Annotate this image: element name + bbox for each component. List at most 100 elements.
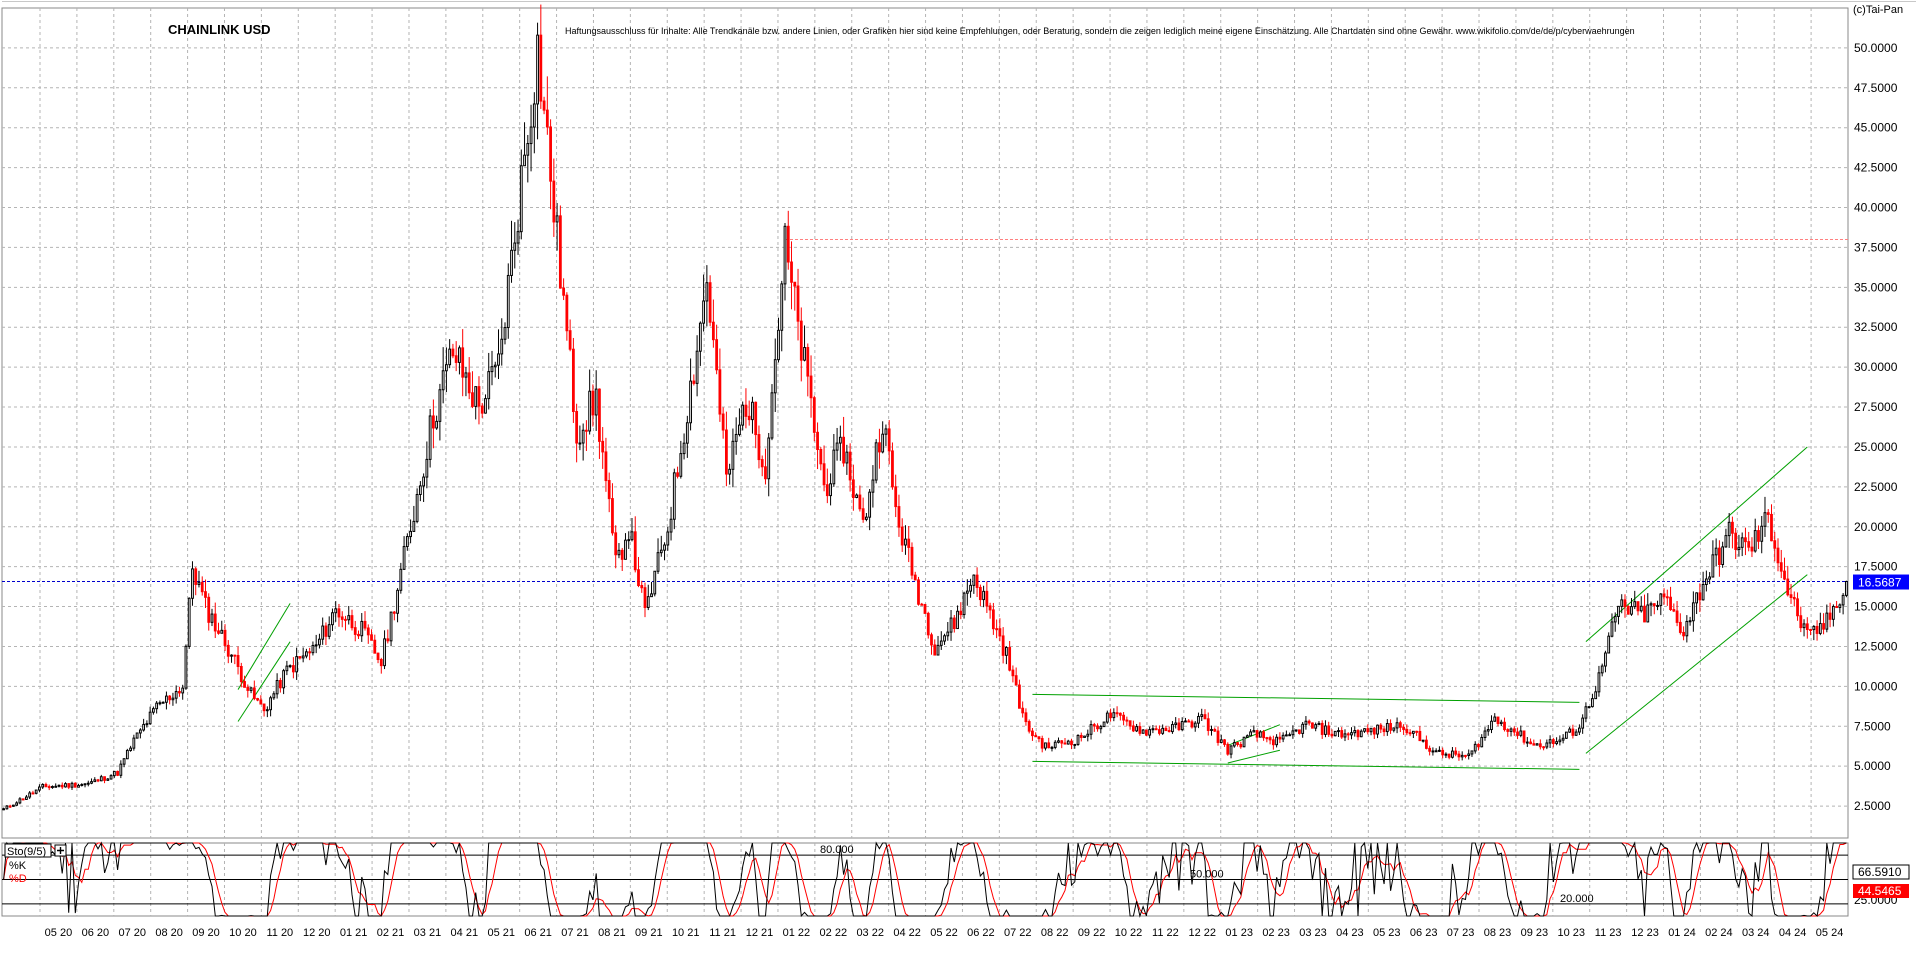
up-candle	[438, 389, 442, 422]
up-candle	[624, 539, 627, 560]
up-candle	[1825, 612, 1829, 630]
time-tick-label: 04 22	[893, 927, 921, 939]
up-candle	[581, 429, 585, 444]
down-candle	[471, 392, 474, 407]
up-candle	[1066, 740, 1070, 745]
down-candle	[1144, 729, 1148, 736]
down-candle	[1164, 727, 1168, 732]
up-candle	[1490, 720, 1493, 731]
down-candle	[392, 611, 396, 614]
up-candle	[1639, 605, 1643, 612]
time-tick-label: 08 21	[598, 927, 626, 939]
up-candle	[1509, 728, 1513, 732]
time-tick-label: 11 22	[1152, 927, 1179, 939]
down-candle	[998, 628, 1002, 637]
up-candle	[458, 347, 461, 363]
down-candle	[790, 261, 793, 283]
up-candle	[1281, 734, 1285, 740]
up-candle	[1812, 625, 1816, 631]
down-candle	[1008, 646, 1012, 671]
up-candle	[119, 763, 123, 776]
chart-title: CHAINLINK USD	[168, 22, 271, 37]
down-candle	[1405, 728, 1409, 734]
down-candle	[1262, 731, 1265, 739]
up-candle	[1304, 720, 1308, 725]
up-candle	[829, 483, 832, 497]
down-candle	[601, 440, 605, 453]
current-price-label: 16.5687	[1858, 576, 1902, 590]
down-candle	[1402, 726, 1405, 730]
time-tick-label: 07 21	[561, 927, 589, 939]
down-candle	[1001, 635, 1005, 656]
down-candle	[1828, 612, 1832, 620]
time-tick-label: 08 20	[155, 927, 183, 939]
down-candle	[1128, 720, 1132, 727]
axis-labels: 2.5000 5.0000 7.5000 10.0000 12.5000 15.0000 1…	[45, 41, 1898, 939]
down-candle	[1665, 596, 1669, 599]
down-candle	[467, 372, 471, 394]
up-candle	[331, 612, 334, 626]
down-candle	[786, 225, 790, 263]
down-candle	[1047, 742, 1051, 749]
down-candle	[1669, 596, 1672, 611]
down-candle	[213, 613, 217, 632]
up-candle	[532, 103, 536, 128]
up-candle	[171, 697, 175, 701]
up-candle	[523, 154, 526, 167]
up-candle	[399, 568, 403, 591]
time-tick-label: 06 21	[524, 927, 552, 939]
up-candle	[415, 494, 419, 522]
up-candle	[1555, 741, 1559, 745]
up-candle	[490, 366, 494, 373]
up-candle	[1714, 547, 1718, 556]
down-candle	[1356, 730, 1360, 738]
down-candle	[1346, 733, 1350, 736]
up-candle	[1197, 715, 1200, 724]
down-candle	[236, 655, 240, 667]
up-candle	[1486, 729, 1490, 732]
up-candle	[1460, 754, 1464, 758]
up-candle	[1249, 731, 1252, 737]
down-candle	[239, 665, 243, 683]
trend-channel-lower	[237, 641, 291, 722]
up-candle	[1701, 584, 1705, 601]
time-tick-label: 10 23	[1557, 927, 1585, 939]
up-candle	[1053, 741, 1057, 748]
up-candle	[777, 329, 780, 361]
down-candle	[715, 339, 719, 371]
time-tick-label: 12 21	[746, 927, 774, 939]
time-tick-label: 12 22	[1189, 927, 1217, 939]
down-candle	[1226, 743, 1230, 755]
down-candle	[1408, 732, 1412, 735]
down-candle	[959, 610, 963, 616]
down-candle	[353, 627, 357, 635]
down-candle	[1538, 743, 1542, 748]
up-candle	[1656, 604, 1659, 607]
down-candle	[1675, 610, 1679, 623]
down-candle	[545, 109, 549, 128]
down-candle	[1307, 720, 1311, 724]
up-candle	[435, 420, 439, 429]
up-candle	[1613, 615, 1617, 623]
down-candle	[575, 411, 579, 444]
up-candle	[946, 631, 950, 637]
time-tick-label: 06 23	[1410, 927, 1438, 939]
up-candle	[38, 786, 41, 791]
up-candle	[249, 687, 253, 691]
time-tick-label: 03 22	[856, 927, 884, 939]
up-candle	[1431, 750, 1435, 753]
time-tick-label: 02 23	[1262, 927, 1290, 939]
up-candle	[1708, 576, 1712, 580]
down-candle	[757, 434, 761, 461]
up-candle	[1737, 546, 1741, 550]
down-candle	[1382, 728, 1386, 733]
down-candle	[1118, 712, 1122, 716]
candlestick-series	[2, 4, 1848, 811]
up-candle	[1284, 734, 1288, 737]
time-tick-label: 03 23	[1299, 927, 1327, 939]
up-candle	[1727, 521, 1731, 537]
down-candle	[558, 215, 562, 289]
down-candle	[1464, 754, 1467, 757]
up-candle	[1337, 730, 1340, 733]
